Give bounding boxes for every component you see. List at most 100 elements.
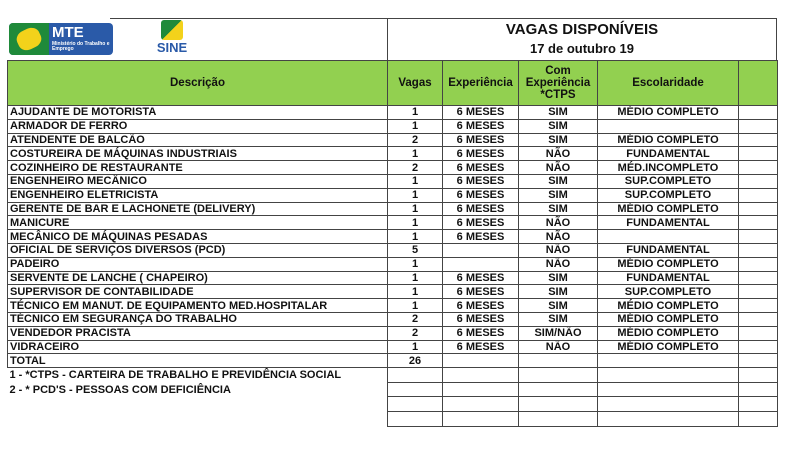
cell-blank — [738, 367, 778, 383]
table-row: GERENTE DE BAR E LACHONETE (DELIVERY) 1 6 … — [7, 201, 778, 217]
header-vagas: Vagas — [387, 60, 443, 106]
cell-job-title: TÉCNICO EM SEGURANÇA DO TRABALHO — [7, 311, 388, 327]
cell-ctps: SIM — [518, 173, 598, 189]
cell-vacancies: 1 — [387, 256, 443, 272]
header-ctps: Com Experiência *CTPS — [518, 60, 598, 106]
cell-blank — [597, 381, 739, 398]
table-row: ATENDENTE DE BALCÃO 2 6 MESES SIM MÉDIO COMP… — [7, 132, 778, 148]
cell-experience — [442, 242, 519, 258]
cell-education: MÉDIO COMPLETO — [597, 256, 739, 272]
cell-blank — [597, 410, 739, 427]
cell-education — [597, 229, 739, 244]
cell-experience: 6 MESES — [442, 187, 519, 203]
cell-vacancies: 1 — [387, 173, 443, 189]
cell-ctps: NÃO — [518, 256, 598, 272]
cell-ctps: NÃO — [518, 242, 598, 258]
cell-job-title: VENDEDOR PRACISTA — [7, 325, 388, 341]
cell-vacancies: 1 — [387, 284, 443, 300]
cell-blank — [738, 187, 778, 203]
cell-vacancies: 2 — [387, 160, 443, 175]
cell-education — [597, 118, 739, 134]
cell-blank — [738, 229, 778, 244]
cell-blank — [597, 367, 739, 383]
cell-blank — [738, 311, 778, 327]
cell-vacancies: 2 — [387, 311, 443, 327]
cell-ctps: SIM — [518, 311, 598, 327]
cell-job-title: AJUDANTE DE MOTORISTA — [7, 105, 388, 120]
cell-blank — [738, 410, 778, 427]
sine-mark-icon — [161, 20, 183, 40]
cell-blank — [738, 173, 778, 189]
cell-blank — [518, 353, 598, 369]
cell-job-title: ENGENHEIRO MECÂNICO — [7, 173, 388, 189]
cell-blank — [738, 284, 778, 300]
cell-experience: 6 MESES — [442, 201, 519, 217]
cell-job-title: COSTUREIRA DE MÁQUINAS INDUSTRIAIS — [7, 146, 388, 162]
footnote: 1 - *CTPS - CARTEIRA DE TRABALHO E PREVI… — [9, 369, 342, 382]
cell-job-title: ENGENHEIRO ELETRICISTA — [7, 187, 388, 203]
cell-blank — [442, 396, 519, 412]
table-row: VENDEDOR PRACISTA 2 6 MESES SIM/NÃO MÉDIO CO… — [7, 325, 778, 341]
cell-vacancies: 1 — [387, 298, 443, 313]
cell-blank — [738, 201, 778, 217]
cell-blank — [8, 397, 388, 412]
cell-experience: 6 MESES — [442, 229, 519, 244]
cell-vacancies: 1 — [387, 146, 443, 162]
cell-blank — [8, 411, 388, 426]
table-row: ARMADOR DE FERRO 1 6 MESES SIM — [7, 118, 778, 134]
divider — [110, 18, 387, 19]
table-row: MECÂNICO DE MÁQUINAS PESADAS 1 6 MESES NÃO — [7, 229, 778, 244]
cell-education: FUNDAMENTAL — [597, 270, 739, 286]
table-row: TÉCNICO EM SEGURANÇA DO TRABALHO 2 6 MESES… — [7, 311, 778, 327]
cell-vacancies: 1 — [387, 270, 443, 286]
cell-experience: 6 MESES — [442, 146, 519, 162]
cell-job-title: ATENDENTE DE BALCÃO — [7, 132, 388, 148]
brazil-flag-icon — [9, 23, 49, 55]
cell-job-title: COZINHEIRO DE RESTAURANTE — [7, 160, 388, 175]
cell-blank — [738, 270, 778, 286]
cell-ctps: SIM — [518, 118, 598, 134]
table-row: AJUDANTE DE MOTORISTA 1 6 MESES SIM MÉDIO CO… — [7, 105, 778, 120]
table-row: SERVENTE DE LANCHE ( CHAPEIRO) 1 6 MESES SI… — [7, 270, 778, 286]
cell-education: MÉDIO COMPLETO — [597, 339, 739, 355]
cell-education: FUNDAMENTAL — [597, 242, 739, 258]
cell-blank — [738, 105, 778, 120]
cell-job-title: PADEIRO — [7, 256, 388, 272]
cell-job-title: ARMADOR DE FERRO — [7, 118, 388, 134]
cell-vacancies: 1 — [387, 215, 443, 231]
cell-ctps: NÃO — [518, 339, 598, 355]
cell-blank — [738, 325, 778, 341]
cell-job-title: MANICURE — [7, 215, 388, 231]
cell-blank — [738, 298, 778, 313]
cell-experience — [442, 256, 519, 272]
footer-row — [8, 410, 778, 427]
cell-vacancies: 1 — [387, 105, 443, 120]
total-value: 26 — [387, 353, 443, 369]
table-row: MANICURE 1 6 MESES NÃO FUNDAMENTAL — [7, 215, 778, 231]
header-descricao: Descrição — [7, 60, 388, 106]
cell-ctps: SIM — [518, 105, 598, 120]
cell-vacancies: 2 — [387, 325, 443, 341]
table-row: OFICIAL DE SERVIÇOS DIVERSOS (PCD) 5 NÃO FU… — [7, 242, 778, 258]
cell-education: SUP.COMPLETO — [597, 187, 739, 203]
header-escolaridade: Escolaridade — [597, 60, 739, 106]
table-row: COSTUREIRA DE MÁQUINAS INDUSTRIAIS 1 6 MES… — [7, 146, 778, 162]
title-box: VAGAS DISPONÍVEIS 17 de outubro 19 — [387, 18, 777, 60]
logos: MTE Ministério do Trabalho e Emprego SIN… — [7, 18, 387, 60]
cell-experience: 6 MESES — [442, 160, 519, 175]
cell-blank — [518, 410, 598, 427]
cell-experience: 6 MESES — [442, 132, 519, 148]
cell-blank — [738, 381, 778, 398]
cell-vacancies: 1 — [387, 229, 443, 244]
cell-blank — [442, 353, 519, 369]
cell-education: MÉDIO COMPLETO — [597, 298, 739, 313]
cell-blank — [738, 353, 778, 369]
cell-education: SUP.COMPLETO — [597, 173, 739, 189]
cell-vacancies: 1 — [387, 201, 443, 217]
cell-blank — [738, 396, 778, 412]
cell-education: MÉDIO COMPLETO — [597, 311, 739, 327]
cell-ctps: SIM — [518, 270, 598, 286]
cell-job-title: TÉCNICO EM MANUT. DE EQUIPAMENTO MED.HOS… — [7, 298, 388, 313]
cell-blank — [738, 256, 778, 272]
cell-experience: 6 MESES — [442, 105, 519, 120]
